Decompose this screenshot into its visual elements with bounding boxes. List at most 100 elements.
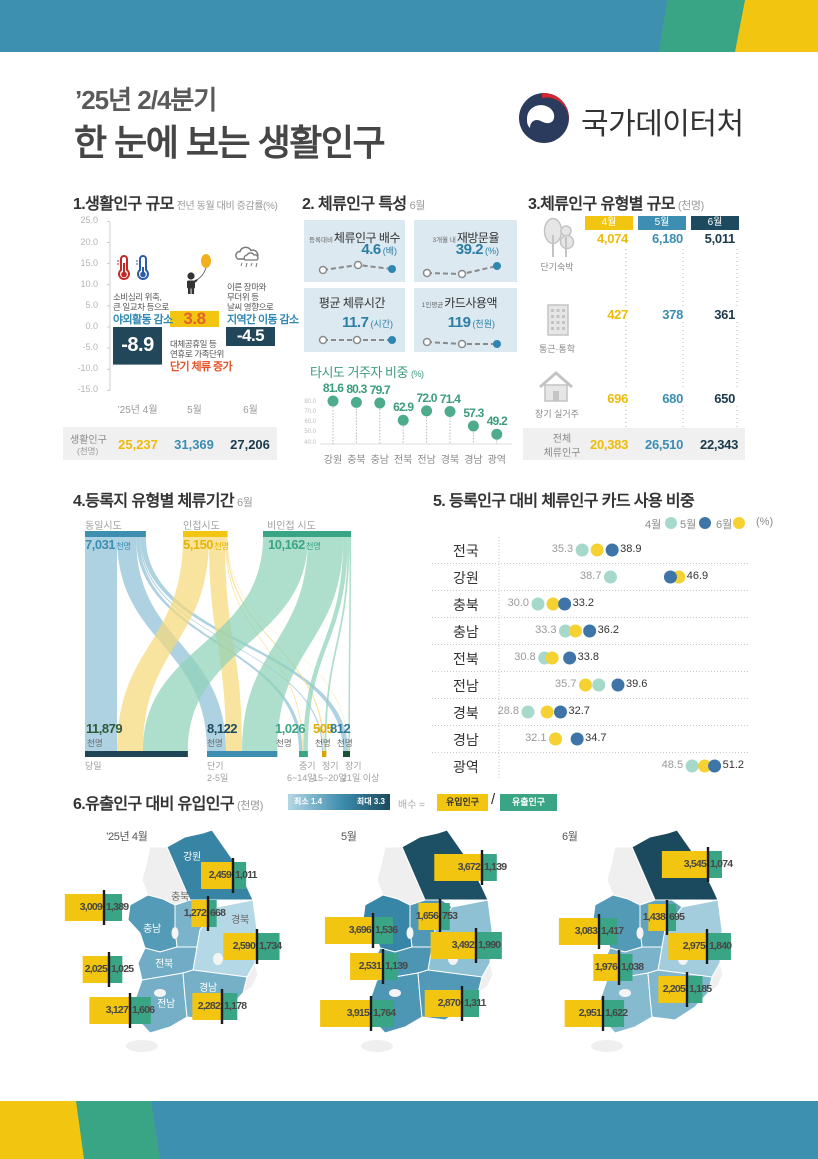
inflow-value: 1,438: [642, 911, 666, 923]
category-label: 충남: [370, 455, 389, 466]
data-point: [327, 395, 339, 407]
dot-apr: [575, 543, 589, 557]
section6-title: 6.유출인구 대비 유입인구 (천명): [73, 790, 263, 814]
row-label-short-stay: 단기숙박: [540, 262, 574, 272]
point-value-label: 71.4: [439, 391, 461, 406]
dot-jun: [578, 678, 592, 692]
dot-may: [583, 624, 597, 638]
inflow-value: 1,656: [415, 910, 439, 922]
note-jun-line2: 무더위 등: [227, 292, 259, 302]
max-value-label: 46.9: [686, 570, 709, 582]
total-label-line1: 전체: [552, 434, 572, 445]
inflow-value: 3,492: [451, 939, 475, 951]
long-term-may: 680: [662, 391, 683, 406]
month-header-apr: 4월: [585, 216, 633, 230]
card-unit: (배): [382, 246, 397, 256]
row-label-commute: 통근·통학: [538, 344, 576, 354]
card-label: 체류인구 배수: [333, 231, 401, 245]
bar-value-label: 3.8: [183, 308, 206, 328]
outflow-value: 1,139: [484, 861, 507, 873]
outflow-value: 1,606: [132, 1004, 155, 1016]
dot-apr: [685, 759, 699, 773]
legend-may-label: 5월: [680, 519, 697, 531]
card-header: 등록대비체류인구 배수: [309, 229, 401, 247]
bar-divider: [381, 949, 385, 984]
card-value: 11.7 (시간): [342, 314, 393, 332]
bar-divider: [128, 993, 132, 1028]
y-tick-label: 50.0: [304, 429, 316, 436]
outflow-value: 1,840: [709, 940, 732, 952]
outflow-value: 1,178: [224, 1000, 247, 1012]
section1-subtitle: 전년 동월 대비 증감률(%): [176, 201, 278, 212]
y-tick-label: -5.0: [82, 342, 98, 353]
map-city-blob: [678, 953, 688, 965]
card-number: 119: [447, 314, 471, 331]
note-may-line1: 대체공휴일 등: [170, 339, 217, 349]
region-label: 광역: [453, 759, 479, 775]
value-unit: 천명: [116, 541, 131, 551]
y-tick-label: 15.0: [80, 257, 98, 268]
map-month-jun: 6월: [562, 831, 578, 843]
max-value-label: 36.2: [597, 624, 620, 636]
sankey-flow: [139, 537, 324, 751]
region-label: 경남: [453, 732, 479, 748]
card-header: 3개월 내재방문율: [432, 229, 499, 247]
dot-apr: [538, 651, 552, 665]
data-point: [467, 420, 479, 432]
map-region-name: 전남: [157, 999, 175, 1010]
dot-jun: [672, 570, 686, 584]
section1-title: 1.생활인구 규모 전년 동월 대비 증감률(%): [73, 190, 278, 214]
bar-divider: [369, 996, 373, 1031]
target-unit: 천명: [337, 738, 353, 748]
target-node-bar: [207, 751, 278, 757]
max-value-label: 34.7: [585, 732, 607, 744]
population-unit: (천명): [77, 446, 99, 456]
map-region: [647, 969, 713, 1021]
dot-apr: [521, 705, 535, 719]
section3-title-text: 3.체류인구 유형별 규모: [528, 196, 676, 213]
inflow-value: 2,590: [232, 940, 256, 952]
target-value-mid: 1,026: [275, 721, 306, 736]
max-value-label: 33.8: [577, 651, 600, 663]
region-label: 강원: [453, 570, 479, 586]
building-icon: [547, 304, 569, 336]
inflow-value: 2,951: [578, 1007, 602, 1019]
min-value-label: 48.5: [661, 759, 684, 771]
source-value-adjacent-province: 5,150천명: [183, 537, 229, 552]
map-city-blob: [171, 927, 179, 939]
min-value-label: 30.8: [514, 651, 536, 663]
house-icon: [539, 371, 573, 402]
dot-apr: [603, 570, 617, 584]
sankey-flow: [208, 537, 243, 751]
page-title: 한 눈에 보는 생활인구: [74, 122, 386, 163]
data-point: [397, 414, 409, 426]
outflow-value: 1,311: [464, 997, 486, 1009]
max-value-label: 33.2: [572, 597, 595, 609]
y-tick-label: 10.0: [80, 278, 98, 289]
map-region-name: 경남: [199, 983, 217, 994]
inflow-value: 3,915: [346, 1007, 370, 1019]
bar-divider: [597, 914, 601, 949]
map-region-name: 전북: [155, 959, 173, 970]
card-prefix: 등록대비: [309, 237, 333, 244]
category-label: 경남: [464, 455, 483, 466]
point-value-label: 79.7: [369, 383, 391, 397]
bar-divider: [474, 928, 478, 963]
card-number: 11.7: [342, 314, 369, 331]
card-value: 39.2 (%): [456, 241, 499, 259]
card-label: 재방문율: [456, 231, 500, 245]
outflow-value: 1,139: [385, 960, 408, 972]
trend-sparkline: [422, 337, 501, 349]
inflow-chip: 유입인구: [437, 794, 488, 811]
data-point: [374, 397, 386, 409]
min-value-label: 35.3: [551, 543, 574, 555]
map-region: [182, 969, 248, 1021]
target-sublabel-short: 2-5일: [207, 773, 229, 783]
map-region: [417, 969, 483, 1021]
map-city-blob: [213, 953, 223, 965]
max-value-label: 51.2: [722, 759, 745, 771]
dot-jun: [540, 705, 554, 719]
bar-divider: [706, 847, 710, 882]
outflow-value: 1,185: [689, 983, 712, 995]
note-jun-line1: 이른 장마와: [227, 282, 267, 292]
